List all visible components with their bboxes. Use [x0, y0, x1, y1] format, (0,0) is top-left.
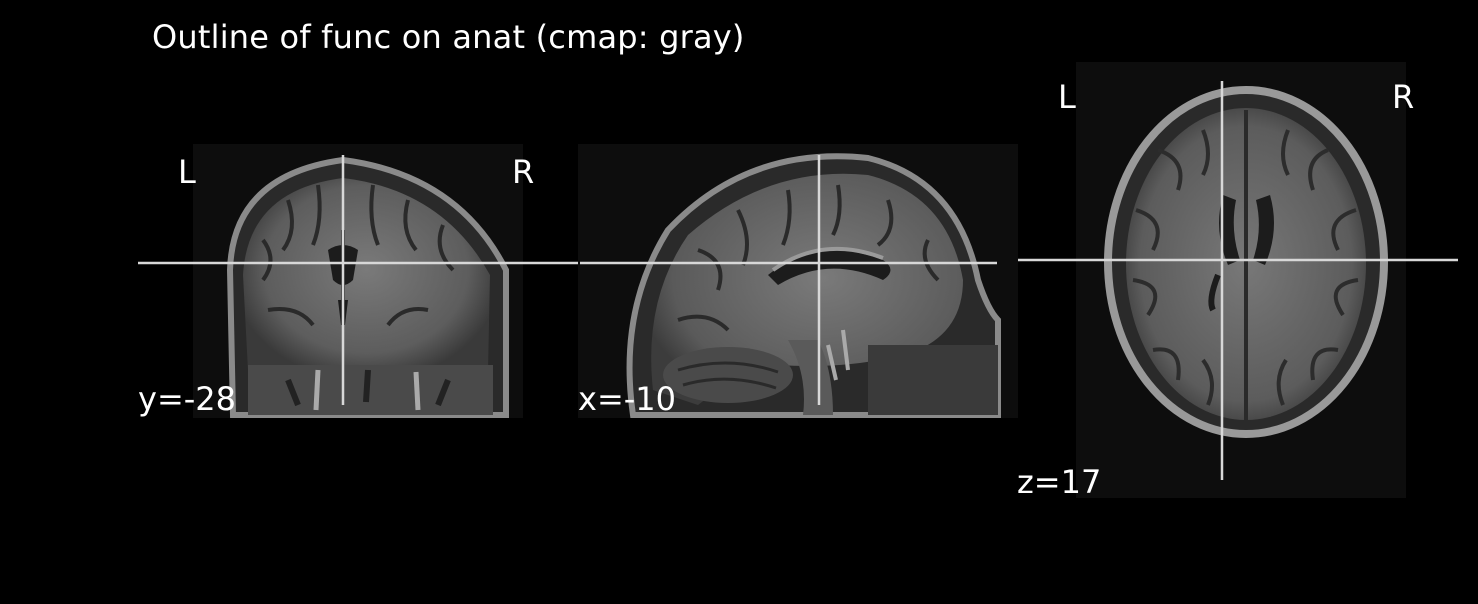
axial-brain-image — [1076, 62, 1406, 498]
right-orientation-label: R — [1392, 78, 1415, 116]
sagittal-brain-image — [578, 144, 1018, 418]
left-orientation-label: L — [178, 153, 196, 191]
axial-view: L R — [1018, 60, 1458, 500]
coronal-brain-image — [193, 144, 523, 418]
sagittal-coordinate-label: x=-10 — [578, 380, 677, 418]
right-orientation-label: R — [512, 153, 535, 191]
sagittal-view — [578, 140, 1018, 420]
coronal-view: L R — [138, 140, 578, 420]
coronal-coordinate-label: y=-28 — [138, 380, 237, 418]
axial-coordinate-label: z=17 — [1017, 463, 1102, 501]
left-orientation-label: L — [1058, 78, 1076, 116]
figure-title: Outline of func on anat (cmap: gray) — [152, 18, 745, 56]
